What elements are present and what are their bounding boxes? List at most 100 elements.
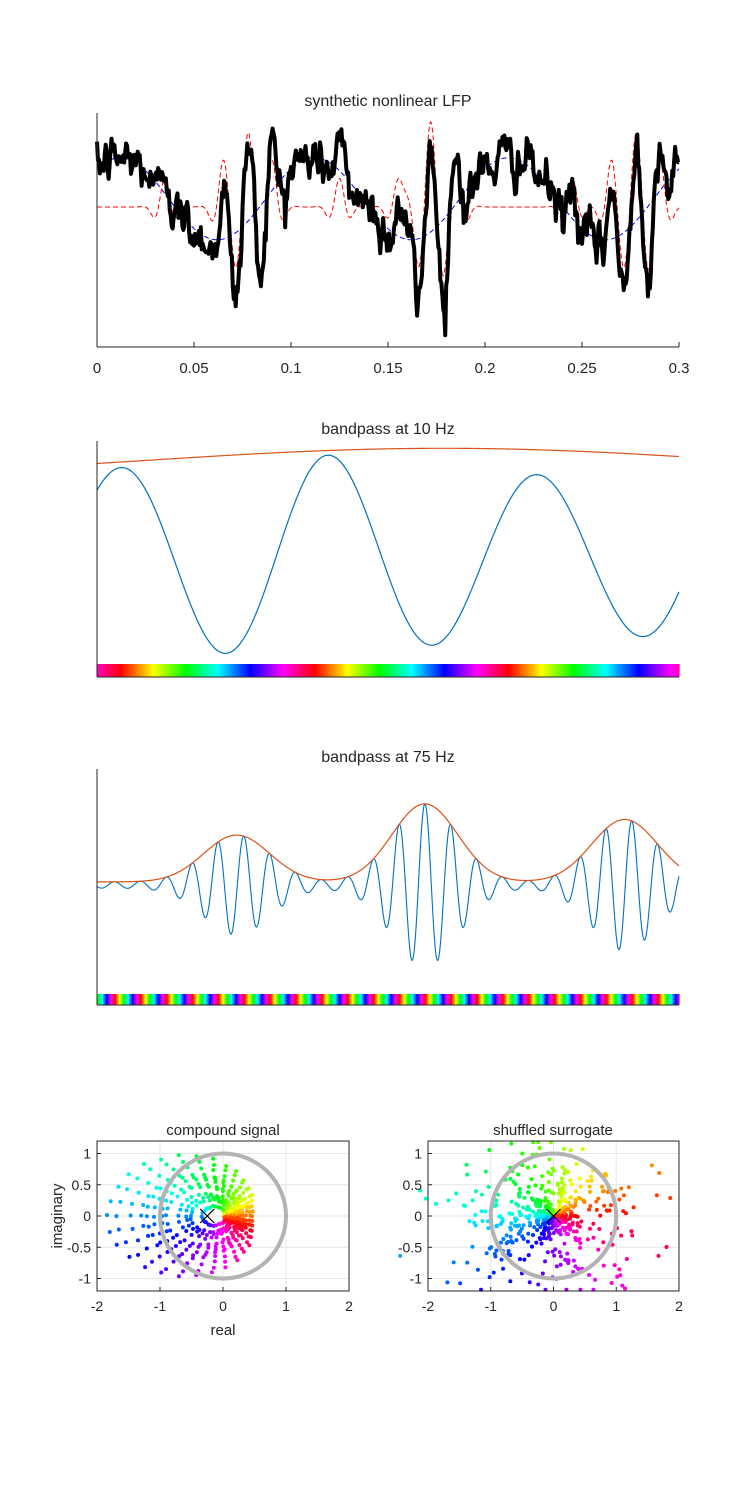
compound-signal-point — [249, 1228, 254, 1233]
phase-colorbar-10hz-segment — [465, 664, 468, 677]
shuffled-surrogate-point — [508, 1279, 513, 1284]
compound-signal-point — [208, 1230, 213, 1235]
phase-colorbar-75hz-segment — [437, 994, 440, 1005]
phase-colorbar-75hz-segment — [315, 994, 318, 1005]
phase-colorbar-75hz-segment — [664, 994, 667, 1005]
phase-colorbar-75hz-segment — [264, 994, 267, 1005]
phase-colorbar-10hz-segment — [420, 664, 423, 677]
phase-colorbar-10hz-segment — [466, 664, 469, 677]
phase-colorbar-75hz-segment — [165, 994, 168, 1005]
shuffled-surrogate-point — [458, 1281, 463, 1286]
compound-signal-point — [237, 1195, 242, 1200]
shuffled-surrogate-point — [487, 1148, 492, 1153]
phase-colorbar-10hz-segment — [133, 664, 136, 677]
phase-colorbar-75hz-segment — [278, 994, 281, 1005]
phase-colorbar-75hz-segment — [246, 994, 249, 1005]
phase-colorbar-75hz-segment — [390, 994, 393, 1005]
phase-colorbar-10hz-segment — [616, 664, 619, 677]
shuffled-surrogate-point — [541, 1222, 546, 1227]
phase-colorbar-10hz-segment — [158, 664, 161, 677]
compound-signal-point — [230, 1233, 235, 1237]
shuffled-surrogate-point — [619, 1233, 624, 1238]
phase-colorbar-10hz-segment — [539, 664, 542, 677]
phase-colorbar-10hz-segment — [449, 664, 452, 677]
compound-signal-point — [206, 1245, 211, 1250]
shuffled-surrogate-point — [536, 1282, 541, 1287]
phase-colorbar-75hz-segment — [623, 994, 626, 1005]
shuffled-surrogate-point — [577, 1224, 582, 1229]
phase-colorbar-10hz-segment — [120, 664, 123, 677]
phase-colorbar-10hz-segment — [104, 664, 107, 677]
phase-colorbar-75hz-segment — [629, 994, 632, 1005]
shuffled-surrogate-point — [516, 1231, 521, 1236]
phase-colorbar-75hz-segment — [284, 994, 287, 1005]
compound-signal-point — [205, 1183, 210, 1188]
phase-colorbar-10hz-segment — [399, 664, 402, 677]
phase-colorbar-75hz-segment — [516, 994, 519, 1005]
compound-signal-mean-marker — [199, 1208, 215, 1224]
phase-colorbar-10hz-segment — [366, 664, 369, 677]
compound-signal-point — [243, 1202, 248, 1207]
shuffled-surrogate-point — [543, 1259, 548, 1264]
phase-colorbar-10hz-segment — [529, 664, 532, 677]
shuffled-surrogate-point — [623, 1211, 628, 1216]
phase-colorbar-10hz-segment — [303, 664, 306, 677]
compound-signal-point — [235, 1215, 240, 1220]
phase-colorbar-75hz-segment — [152, 994, 155, 1005]
phase-colorbar-75hz-segment — [607, 994, 610, 1005]
phase-colorbar-75hz-segment — [379, 994, 382, 1005]
phase-colorbar-75hz-segment — [108, 994, 111, 1005]
shuffled-surrogate-point — [501, 1266, 506, 1271]
phase-colorbar-75hz-segment — [534, 994, 538, 1005]
phase-colorbar-75hz-segment — [99, 994, 102, 1005]
phase-colorbar-10hz-segment — [617, 664, 620, 677]
phase-colorbar-75hz-segment — [306, 994, 309, 1005]
phase-colorbar-75hz-segment — [492, 994, 495, 1005]
phase-colorbar-10hz-segment — [297, 664, 300, 677]
phase-colorbar-10hz-segment — [367, 664, 370, 677]
shuffled-surrogate-point — [494, 1198, 499, 1203]
phase-colorbar-10hz-segment — [249, 664, 252, 677]
phase-colorbar-10hz-segment — [322, 664, 325, 677]
shuffled-surrogate-point — [551, 1168, 556, 1173]
phase-colorbar-75hz-segment — [265, 994, 268, 1005]
phase-colorbar-75hz-segment — [425, 994, 428, 1005]
phase-colorbar-75hz-segment — [543, 994, 546, 1005]
shuffled-surrogate-point — [559, 1192, 564, 1197]
compound-signal-point — [180, 1251, 185, 1256]
phase-colorbar-75hz-segment — [367, 994, 370, 1005]
phase-colorbar-10hz-segment — [278, 664, 281, 677]
phase-colorbar-10hz-segment — [502, 664, 505, 677]
phase-colorbar-75hz-segment — [386, 994, 389, 1005]
phase-colorbar-10hz-segment — [479, 664, 482, 677]
phase-colorbar-75hz-segment — [372, 994, 375, 1005]
phase-colorbar-75hz-segment — [597, 994, 600, 1005]
compound-signal-point — [243, 1196, 248, 1201]
shuffled-surrogate-point — [551, 1231, 556, 1235]
phase-colorbar-10hz-segment — [507, 664, 510, 677]
shuffled-surrogate-point — [479, 1209, 484, 1214]
shuffled-surrogate-point — [563, 1218, 568, 1223]
phase-colorbar-75hz-segment — [494, 994, 497, 1005]
phase-colorbar-10hz-segment — [559, 664, 562, 677]
phase-colorbar-75hz-segment — [230, 994, 233, 1005]
compound-signal-point — [182, 1190, 187, 1195]
shuffled-surrogate-x-tick-label: -1 — [485, 1298, 498, 1314]
phase-colorbar-75hz-segment — [540, 994, 543, 1005]
shuffled-surrogate-point — [564, 1207, 569, 1212]
phase-colorbar-75hz-segment — [150, 994, 153, 1005]
shuffled-surrogate-mean-marker — [546, 1208, 561, 1224]
phase-colorbar-10hz-segment — [171, 664, 174, 677]
phase-colorbar-75hz-segment — [303, 994, 306, 1005]
compound-signal-point — [211, 1203, 216, 1208]
phase-colorbar-75hz-segment — [361, 994, 364, 1005]
phase-colorbar-10hz-segment — [534, 664, 538, 677]
phase-colorbar-10hz-segment — [137, 664, 140, 677]
phase-colorbar-10hz-segment — [536, 664, 539, 677]
phase-colorbar-75hz-segment — [526, 994, 529, 1005]
phase-colorbar-10hz-segment — [580, 664, 583, 677]
phase-colorbar-10hz-segment — [364, 664, 367, 677]
phase-colorbar-10hz-segment — [566, 664, 570, 677]
lfp-x-tick-label: 0.15 — [373, 360, 402, 377]
compound-signal-point — [144, 1214, 149, 1219]
